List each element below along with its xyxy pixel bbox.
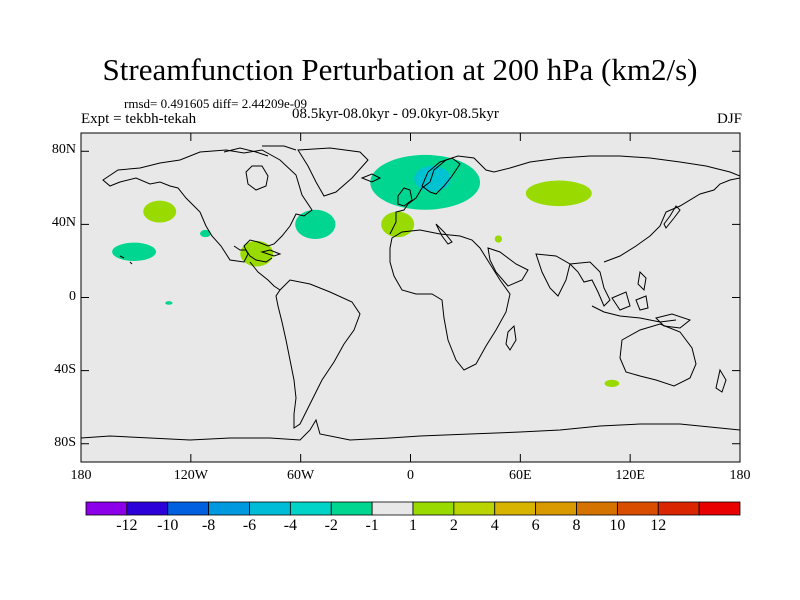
anomaly-scandinavia-core-low (414, 165, 451, 192)
coast-antarctica (81, 418, 740, 441)
coast-southeast-asia (568, 261, 611, 307)
period-text: 08.5kyr-08.0kyr - 09.0kyr-08.5kyr (292, 106, 499, 122)
coast-india (535, 253, 571, 297)
coast-hawaii (119, 255, 133, 265)
colorbar-label: 8 (572, 517, 581, 534)
colorbar-label: 4 (490, 517, 499, 534)
colorbar-label: -12 (116, 517, 138, 534)
colorbar-swatch (616, 501, 659, 516)
coast-south-america (275, 279, 361, 429)
coast-australia (619, 323, 697, 387)
anomaly-gulf-of-mexico-high (240, 240, 274, 267)
coast-east-asia (603, 177, 740, 263)
anomaly-iberia-high (381, 211, 415, 238)
colorbar-label: -2 (324, 517, 338, 534)
colorbar (85, 501, 741, 516)
experiment-text: Expt = tekbh-tekah (81, 111, 197, 127)
anomaly-sw-us-low (199, 229, 211, 238)
chart-title: Streamfunction Perturbation at 200 hPa (… (102, 52, 698, 87)
colorbar-swatch (208, 501, 250, 516)
coast-greenland (297, 147, 369, 197)
lon-label: 0 (407, 468, 414, 483)
lon-label: 60E (509, 468, 532, 483)
colorbar-swatch (576, 501, 618, 516)
lat-label: 40S (54, 361, 76, 377)
colorbar-swatch (249, 501, 291, 516)
colorbar-swatch (412, 501, 455, 516)
colorbar-label: -8 (201, 517, 216, 534)
coast-iceland (360, 173, 382, 183)
colorbar-label: 12 (650, 517, 667, 534)
anomaly-east-pacific-low (112, 242, 157, 261)
lon-label: 60W (287, 468, 315, 483)
colorbar-swatch (330, 501, 373, 516)
coastlines (81, 145, 740, 441)
coast-europe (389, 155, 740, 235)
colorbar-label: 1 (409, 517, 417, 534)
colorbar-swatch (494, 501, 537, 516)
colorbar-swatch (126, 501, 169, 516)
colorbar-label: -10 (157, 517, 179, 534)
season-text: DJF (716, 111, 742, 127)
colorbar-label: 2 (449, 517, 458, 534)
colorbar-label: 6 (531, 517, 540, 534)
coast-philippines (637, 270, 647, 292)
coast-british-isles (397, 187, 413, 207)
coast-new-zealand (715, 368, 727, 393)
anomaly-tropical-pacific-low (165, 301, 173, 305)
anomaly-north-pacific-high (143, 200, 177, 223)
coast-new-guinea (655, 313, 692, 329)
colorbar-swatch (535, 501, 577, 516)
colorbar-swatch (657, 501, 700, 516)
coast-central-america (249, 261, 281, 291)
coast-africa (389, 229, 511, 371)
anomaly-western-atlantic-low (295, 209, 336, 240)
lat-label: 80N (51, 142, 76, 158)
colorbar-label: 10 (609, 517, 626, 534)
axis-ticks (80, 133, 741, 462)
anomaly-siberia-high (525, 180, 592, 207)
colorbar-label: -6 (242, 517, 257, 534)
colorbar-swatch (698, 501, 741, 516)
colorbar-label: -4 (283, 517, 298, 534)
coast-cuba (260, 249, 282, 257)
coast-hudson-bay (245, 165, 269, 191)
coast-arabia (487, 247, 529, 287)
coast-indonesia (591, 291, 677, 323)
lon-label: 180 (70, 468, 92, 483)
coast-japan (663, 205, 681, 229)
anomaly-southern-indian-high (604, 379, 620, 388)
anomaly-red-sea-high (494, 235, 503, 243)
lat-label: 0 (69, 288, 76, 304)
colorbar-swatch (85, 501, 128, 516)
colorbar-swatch (453, 501, 496, 516)
coast-north-america (102, 149, 313, 263)
lon-label: 120W (173, 468, 208, 483)
lon-label: 180 (729, 468, 751, 483)
lat-label: 80S (54, 434, 76, 450)
colorbar-label: -1 (365, 517, 379, 534)
coast-madagascar (505, 324, 517, 351)
colorbar-swatch (371, 501, 414, 516)
lon-label: 120E (615, 468, 645, 483)
colorbar-swatch (167, 501, 210, 516)
lat-label: 40N (51, 215, 76, 231)
colorbar-swatch (289, 501, 332, 516)
coast-gulf-of-mexico (233, 245, 273, 263)
coast-scandinavia (421, 157, 461, 195)
stats-text: rmsd= 0.491605 diff= 2.44209e-09 (124, 96, 308, 111)
coast-arctic-islands (223, 145, 297, 157)
